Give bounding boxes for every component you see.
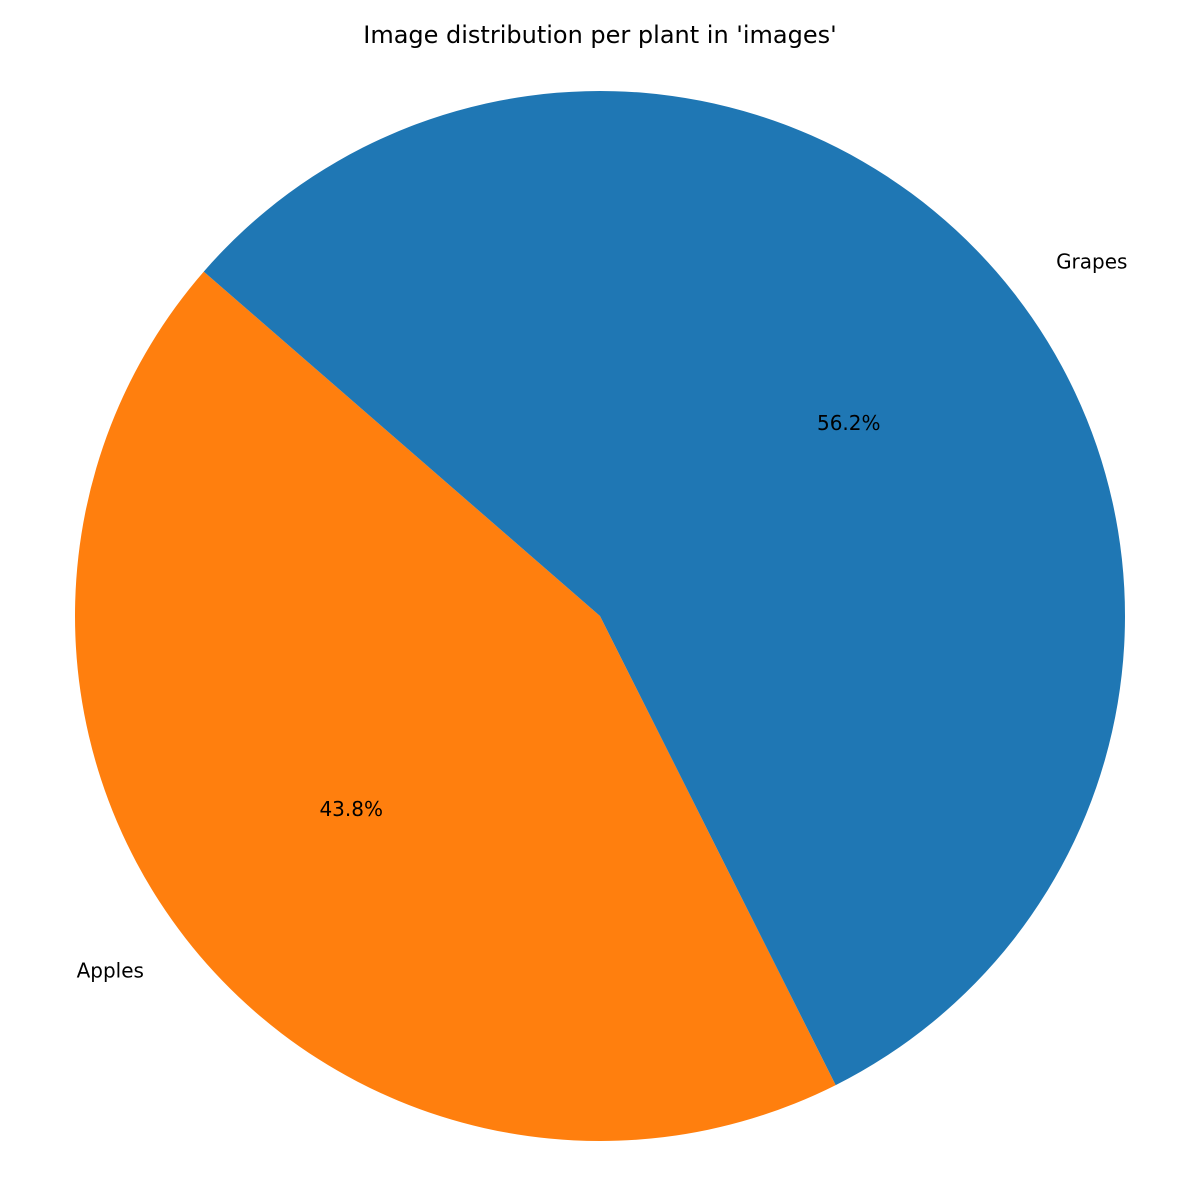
- slice-label-apples: Apples: [77, 958, 144, 982]
- slice-percent-grapes: 56.2%: [817, 411, 881, 435]
- chart-title: Image distribution per plant in 'images': [363, 21, 837, 49]
- slice-percent-apples: 43.8%: [319, 797, 383, 821]
- pie-slice-grapes: [203, 90, 1126, 1086]
- pie-slice-apples: [75, 271, 836, 1141]
- pie-labels: Apples 43.8% Grapes 56.2%: [77, 250, 1128, 983]
- slice-label-grapes: Grapes: [1056, 250, 1127, 274]
- pie-slices: [75, 90, 1126, 1141]
